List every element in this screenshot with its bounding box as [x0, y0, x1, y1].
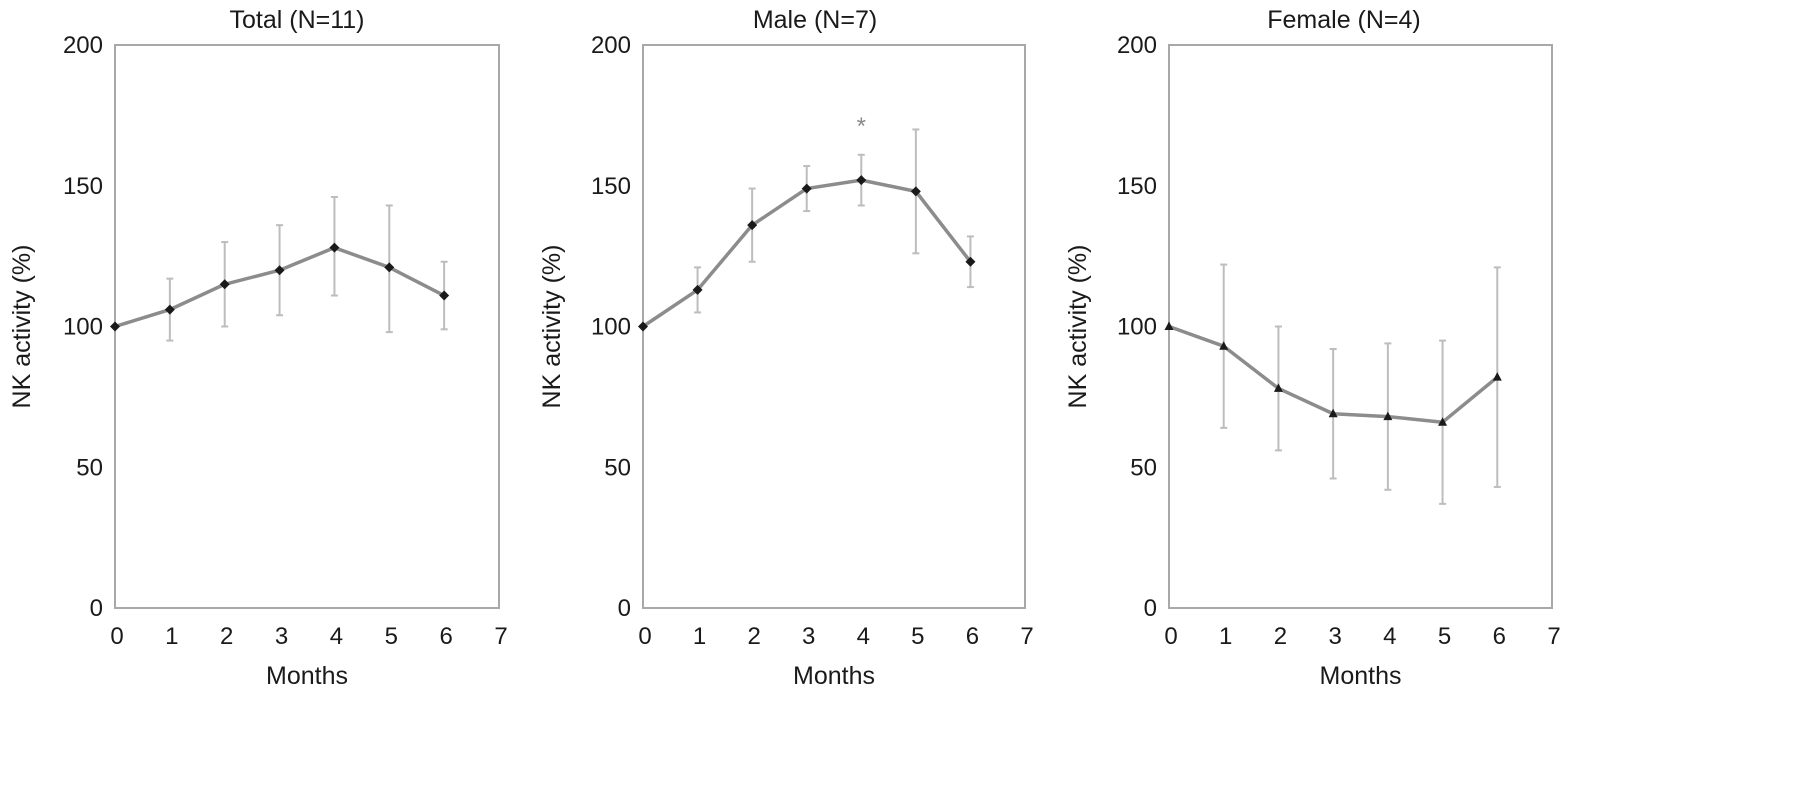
data-point — [1492, 372, 1502, 381]
x-tick-label: 7 — [494, 623, 507, 650]
data-point — [801, 183, 812, 194]
y-axis-label: NK activity (%) — [538, 245, 566, 409]
data-point — [1438, 417, 1448, 426]
x-tick-label: 0 — [110, 623, 123, 650]
y-tick-label: 50 — [604, 454, 631, 481]
x-tick-label: 6 — [1493, 623, 1506, 650]
x-tick-label: 6 — [439, 623, 452, 650]
chart-title: Female (N=4) — [1267, 6, 1421, 34]
x-tick-label: 6 — [966, 623, 979, 650]
data-point — [1273, 383, 1283, 392]
chart-panel-0: Total (N=11) 0 50 100 150 200 0 1 2 3 4 5 6 7 Months NK… — [8, 6, 508, 690]
chart-panel-1: Male (N=7) 0 50 100 150 200 0 1 2 3 4 5 6 7 Months NK a… — [538, 6, 1034, 690]
y-tick-label: 50 — [1130, 454, 1157, 481]
x-axis-label: Months — [266, 662, 348, 690]
x-tick-label: 0 — [638, 623, 651, 650]
y-tick-label: 200 — [591, 32, 631, 59]
x-tick-label: 4 — [330, 623, 343, 650]
y-tick-label: 150 — [1117, 173, 1157, 200]
data-point — [1219, 341, 1229, 350]
significance-annotation: * — [857, 113, 866, 140]
data-point — [439, 290, 450, 301]
y-tick-label: 0 — [90, 595, 103, 622]
data-point — [692, 284, 703, 295]
plot-frame — [1168, 44, 1553, 609]
data-point — [910, 186, 921, 197]
plot-frame — [114, 44, 500, 609]
x-tick-label: 4 — [857, 623, 870, 650]
chart-panel-2: Female (N=4) 0 50 100 150 200 0 1 2 3 4 5 6 7 Months NK… — [1064, 6, 1561, 690]
y-tick-label: 0 — [618, 595, 631, 622]
y-tick-label: 100 — [63, 314, 103, 341]
x-tick-label: 1 — [1219, 623, 1232, 650]
x-axis-label: Months — [793, 662, 875, 690]
y-tick-label: 100 — [1117, 314, 1157, 341]
plot-frame — [642, 44, 1026, 609]
y-axis-label: NK activity (%) — [8, 245, 36, 409]
data-point — [747, 220, 758, 231]
x-tick-label: 3 — [275, 623, 288, 650]
data-point — [1383, 411, 1393, 421]
data-point — [856, 175, 867, 186]
chart-title: Male (N=7) — [753, 6, 877, 34]
x-tick-label: 2 — [1274, 623, 1287, 650]
y-tick-label: 150 — [591, 173, 631, 200]
data-point — [638, 321, 648, 332]
y-tick-label: 200 — [63, 32, 103, 59]
y-tick-label: 0 — [1144, 595, 1157, 622]
data-point — [329, 242, 340, 253]
x-tick-label: 5 — [1438, 623, 1451, 650]
y-axis-label: NK activity (%) — [1064, 245, 1092, 409]
x-tick-label: 7 — [1547, 623, 1560, 650]
x-tick-label: 2 — [220, 623, 233, 650]
x-tick-label: 4 — [1383, 623, 1396, 650]
y-tick-label: 150 — [63, 173, 103, 200]
x-tick-label: 1 — [165, 623, 178, 650]
chart-title: Total (N=11) — [229, 6, 364, 34]
y-tick-label: 200 — [1117, 32, 1157, 59]
data-point — [164, 304, 175, 315]
x-tick-label: 0 — [1164, 623, 1177, 650]
x-tick-label: 3 — [1328, 623, 1341, 650]
data-point — [110, 321, 120, 332]
x-tick-label: 3 — [802, 623, 815, 650]
x-tick-label: 2 — [747, 623, 760, 650]
data-point — [384, 262, 395, 273]
x-tick-label: 5 — [911, 623, 924, 650]
data-point — [274, 265, 285, 276]
x-tick-label: 7 — [1020, 623, 1033, 650]
data-point — [219, 279, 230, 290]
x-axis-label: Months — [1320, 662, 1402, 690]
y-tick-label: 50 — [76, 454, 103, 481]
data-point — [1164, 321, 1174, 330]
x-tick-label: 5 — [385, 623, 398, 650]
y-tick-label: 100 — [591, 314, 631, 341]
data-point — [965, 256, 976, 267]
x-tick-label: 1 — [693, 623, 706, 650]
data-point — [1328, 408, 1338, 418]
